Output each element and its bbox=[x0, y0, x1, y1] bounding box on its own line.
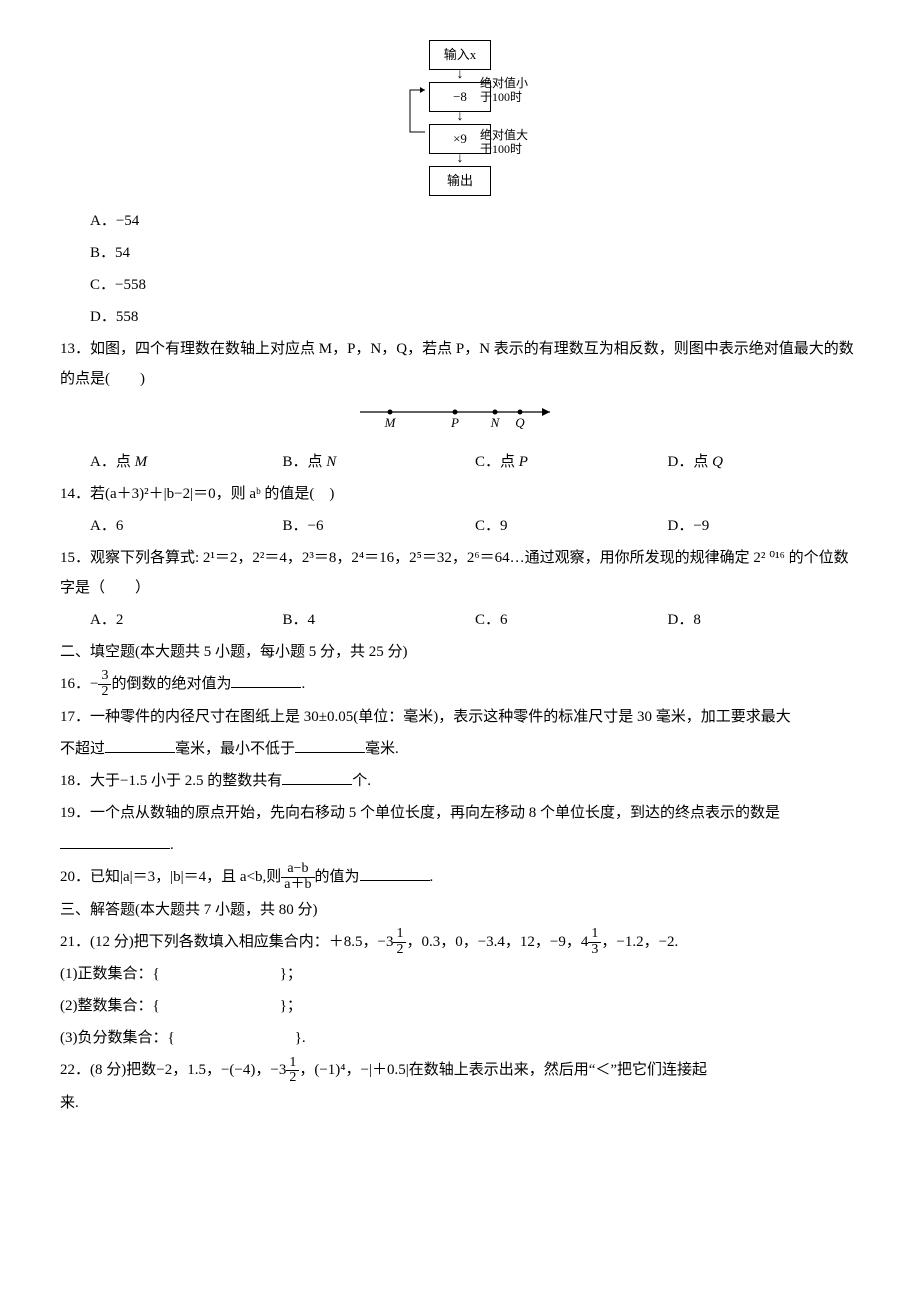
section3-heading: 三、解答题(本大题共 7 小题，共 80 分) bbox=[60, 895, 860, 925]
q14-options: A．6 B．−6 C．9 D．−9 bbox=[60, 511, 860, 541]
q17-line1: 17．一种零件的内径尺寸在图纸上是 30±0.05(单位：毫米)，表示这种零件的… bbox=[60, 702, 860, 732]
q15-opt-d: D．8 bbox=[668, 605, 861, 635]
blank-input bbox=[360, 865, 430, 881]
q18: 18．大于−1.5 小于 2.5 的整数共有个. bbox=[60, 766, 860, 796]
svg-text:P: P bbox=[450, 415, 459, 430]
blank-input bbox=[60, 833, 170, 849]
q17-line2: 不超过毫米，最小不低于毫米. bbox=[60, 734, 860, 764]
svg-text:M: M bbox=[384, 415, 397, 430]
q21-stem: 21．(12 分)把下列各数填入相应集合内：＋8.5，−312，0.3，0，−3… bbox=[60, 927, 860, 958]
q14-opt-d: D．−9 bbox=[668, 511, 861, 541]
q13-opt-a: A．点 M bbox=[90, 447, 283, 477]
q13-opt-d: D．点 Q bbox=[668, 447, 861, 477]
arrow-down-icon: ↓ bbox=[370, 112, 550, 124]
q14-stem: 14．若(a＋3)²＋|b−2|＝0，则 aᵇ 的值是( ) bbox=[60, 479, 860, 509]
q16: 16．−32的倒数的绝对值为. bbox=[60, 669, 860, 700]
q15-stem: 15．观察下列各算式: 2¹＝2，2²＝4，2³＝8，2⁴＝16，2⁵＝32，2… bbox=[60, 543, 860, 603]
fc-cond-lt: 绝对值小 于100时 bbox=[480, 76, 528, 105]
q13-options: A．点 M B．点 N C．点 P D．点 Q bbox=[60, 447, 860, 477]
q13-opt-c: C．点 P bbox=[475, 447, 668, 477]
fc-output: 输出 bbox=[429, 166, 491, 196]
q20: 20．已知|a|＝3，|b|＝4，且 a<b,则a−ba＋b的值为. bbox=[60, 862, 860, 893]
fc-input: 输入x bbox=[429, 40, 491, 70]
q12-opt-a: A．−54 bbox=[60, 206, 860, 236]
q14-opt-c: C．9 bbox=[475, 511, 668, 541]
q14-opt-b: B．−6 bbox=[283, 511, 476, 541]
svg-text:N: N bbox=[490, 415, 501, 430]
q19-blank: . bbox=[60, 830, 860, 860]
q22-cont: 来. bbox=[60, 1088, 860, 1118]
q15-opt-b: B．4 bbox=[283, 605, 476, 635]
blank-input bbox=[105, 737, 175, 753]
q21-r3: (3)负分数集合：{ }. bbox=[60, 1023, 860, 1053]
blank-input bbox=[231, 672, 301, 688]
q22: 22．(8 分)把数−2，1.5，−(−4)，−312，(−1)⁴，−|＋0.5… bbox=[60, 1055, 860, 1086]
q15-options: A．2 B．4 C．6 D．8 bbox=[60, 605, 860, 635]
q13-numberline: M P N Q bbox=[60, 400, 860, 441]
section2-heading: 二、填空题(本大题共 5 小题，每小题 5 分，共 25 分) bbox=[60, 637, 860, 667]
q14-opt-a: A．6 bbox=[90, 511, 283, 541]
q15-opt-a: A．2 bbox=[90, 605, 283, 635]
fc-cond-gt: 绝对值大 于100时 bbox=[480, 128, 528, 157]
blank-input bbox=[282, 769, 352, 785]
blank-input bbox=[295, 737, 365, 753]
q15-opt-c: C．6 bbox=[475, 605, 668, 635]
svg-text:Q: Q bbox=[515, 415, 525, 430]
q21-r2: (2)整数集合：{ }； bbox=[60, 991, 860, 1021]
q12-opt-c: C．−558 bbox=[60, 270, 860, 300]
q12-opt-d: D．558 bbox=[60, 302, 860, 332]
q13-stem: 13．如图，四个有理数在数轴上对应点 M，P，N，Q，若点 P，N 表示的有理数… bbox=[60, 334, 860, 394]
flowchart-diagram: 输入x ↓ −8 绝对值小 于100时 ↓ ×9 绝对值大 于100时 ↓ 输出 bbox=[370, 40, 550, 196]
q12-opt-b: B．54 bbox=[60, 238, 860, 268]
q13-opt-b: B．点 N bbox=[283, 447, 476, 477]
q19: 19．一个点从数轴的原点开始，先向右移动 5 个单位长度，再向左移动 8 个单位… bbox=[60, 798, 860, 828]
q21-r1: (1)正数集合：{ }； bbox=[60, 959, 860, 989]
